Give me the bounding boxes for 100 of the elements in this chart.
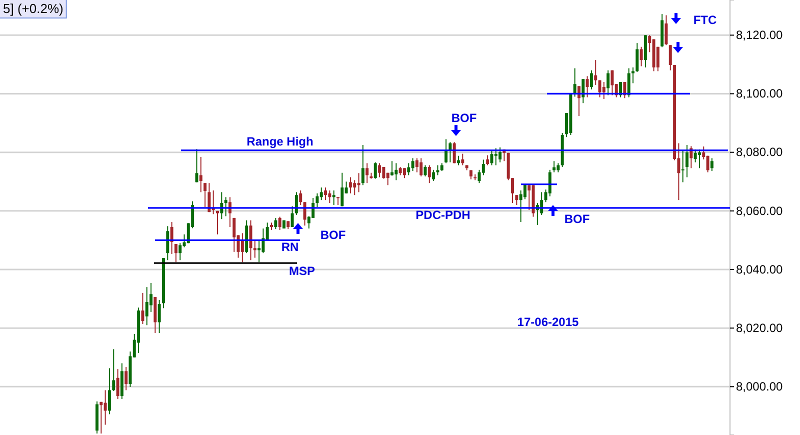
candlestick — [108, 368, 111, 415]
candlestick — [366, 162, 369, 184]
candlestick — [290, 206, 294, 228]
candlestick — [208, 182, 211, 213]
candlestick — [456, 155, 460, 166]
candlestick — [490, 150, 494, 166]
annotation: BOF — [564, 212, 590, 226]
annotation: BOF — [320, 228, 346, 242]
candlestick — [627, 68, 630, 98]
candlestick — [428, 164, 431, 184]
y-tick-label: 8,040.00 — [736, 262, 784, 276]
candlestick — [694, 148, 697, 163]
candlestick — [361, 144, 364, 186]
candlestick — [602, 82, 606, 100]
y-tick-label: 8,060.00 — [736, 204, 784, 218]
candlestick — [328, 190, 332, 204]
candlestick — [253, 240, 256, 258]
candlestick — [411, 158, 414, 172]
candlestick — [706, 155, 710, 173]
candlestick — [258, 240, 261, 263]
candlestick — [394, 162, 398, 181]
y-tick-label: 8,100.00 — [736, 86, 784, 101]
candlestick — [232, 217, 236, 252]
candlestick — [104, 390, 107, 426]
candlestick — [636, 42, 639, 73]
candlestick — [378, 162, 382, 178]
candlestick — [141, 292, 144, 324]
candlestick — [668, 44, 672, 71]
candlestick — [145, 286, 148, 326]
ref-line-label: PDC-PDH — [416, 208, 470, 222]
candlestick — [681, 150, 684, 183]
candlestick — [498, 146, 502, 163]
candlestick — [548, 169, 552, 197]
candlestick — [528, 184, 531, 211]
candlestick — [407, 162, 410, 176]
candlestick — [316, 192, 319, 208]
candlestick — [640, 46, 643, 67]
annotation: FTC — [693, 13, 717, 27]
candlestick — [390, 160, 394, 176]
y-tick-label: 8,080.00 — [736, 145, 784, 160]
candlestick — [158, 299, 161, 334]
text: 5] (+0.2%) — [3, 1, 64, 16]
annotation: 17-06-2015 — [517, 315, 580, 329]
candlestick — [174, 244, 178, 263]
candlestick — [324, 186, 328, 201]
candlestick — [606, 70, 610, 96]
candlestick — [494, 148, 498, 166]
candlestick — [686, 144, 689, 178]
y-tick-label: 8,000.00 — [736, 380, 784, 394]
candlestick — [278, 216, 282, 230]
candlestick — [374, 162, 377, 180]
candlestick — [320, 186, 323, 201]
candlestick — [424, 164, 427, 177]
candlestick — [432, 169, 436, 182]
candlestick — [166, 226, 170, 261]
candlestick — [461, 153, 464, 166]
candlestick — [150, 282, 153, 312]
ref-line-label: RN — [281, 240, 299, 254]
ref-line-label: Range High — [246, 134, 314, 148]
candlestick — [698, 148, 701, 169]
candlestick — [486, 154, 490, 166]
candlestick — [249, 220, 252, 261]
candlestick — [116, 368, 120, 400]
candlestick — [124, 366, 128, 391]
candlestick — [170, 222, 174, 254]
candlestick — [100, 401, 103, 434]
candlestick — [415, 158, 418, 173]
y-tick-label: 8,020.00 — [736, 320, 784, 335]
candlestick — [348, 176, 352, 194]
candlestick — [594, 60, 598, 86]
candlestick — [299, 190, 302, 206]
candlestick — [444, 138, 448, 164]
candlestick — [112, 348, 116, 392]
candlestick — [216, 210, 219, 235]
candlestick — [357, 172, 360, 193]
candlestick — [199, 156, 202, 193]
candlestick — [420, 158, 423, 177]
candlestick — [710, 158, 714, 172]
candlestick — [515, 194, 518, 206]
candlestick — [573, 68, 576, 98]
candlestick — [274, 217, 278, 230]
candlestick — [178, 242, 182, 261]
candlestick — [523, 184, 526, 200]
candlestick — [402, 168, 406, 179]
candlestick — [332, 190, 336, 206]
candlestick — [586, 76, 589, 98]
candlestick — [664, 14, 668, 46]
candlestick — [195, 148, 198, 183]
candlestick — [436, 164, 440, 176]
candlestick — [224, 196, 228, 217]
candlestick — [632, 66, 634, 84]
y-tick-label: 8,120.00 — [736, 28, 784, 42]
candlestick — [240, 232, 244, 263]
candlestick — [294, 192, 298, 216]
candlestick — [556, 162, 560, 173]
candlestick — [204, 182, 207, 208]
candlestick — [590, 70, 593, 90]
candlestick — [598, 80, 602, 98]
annotation: BOF — [451, 111, 477, 125]
candlestick — [340, 172, 344, 207]
